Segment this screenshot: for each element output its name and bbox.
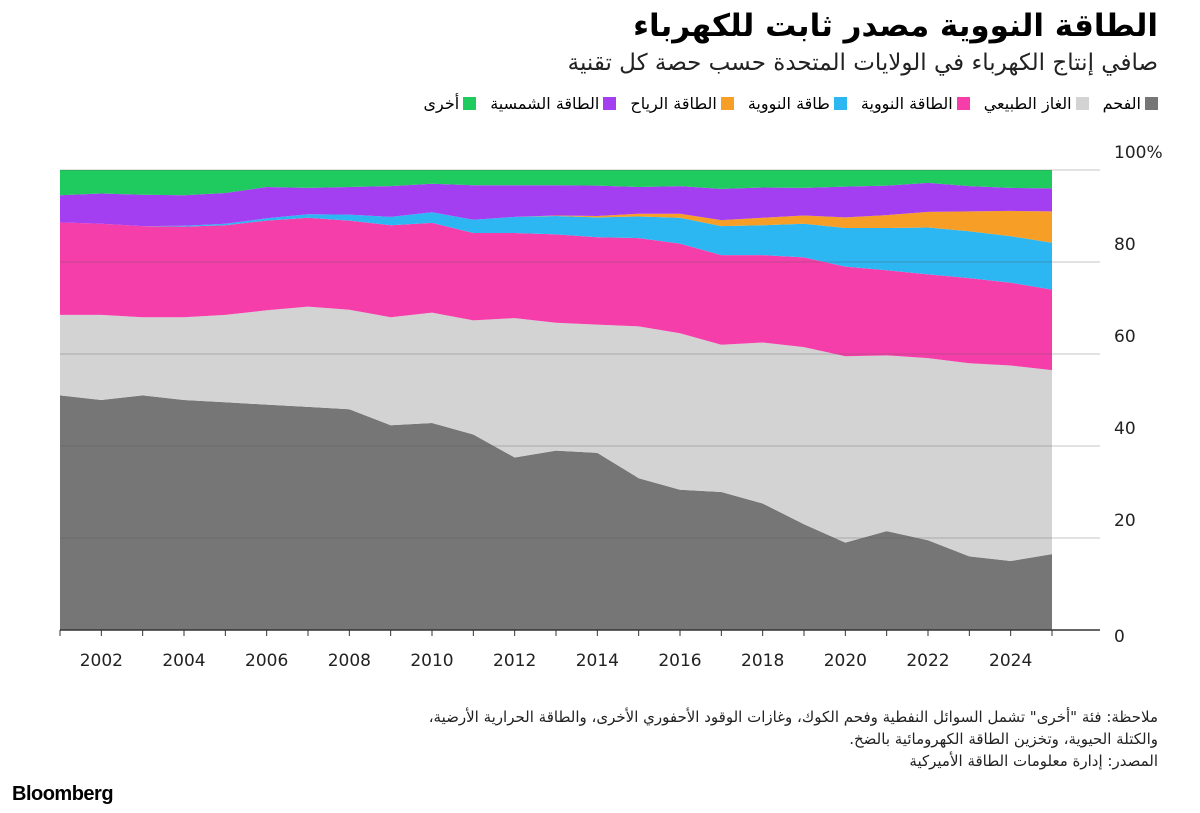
chart-areas bbox=[60, 170, 1052, 630]
legend-swatch-nuclear bbox=[956, 97, 970, 110]
stacked-area-chart: 100% 80 60 40 20 0 2002 2004 2006 2008 2010 2012 201… bbox=[59, 143, 1163, 671]
x-tick-label: 2024 bbox=[989, 651, 1032, 671]
note-line-1: ملاحظة: فئة "أخرى" تشمل السوائل النفطية … bbox=[428, 708, 1158, 726]
legend-swatch-other bbox=[463, 97, 477, 110]
note-line-2: والكتلة الحيوية، وتخزين الطاقة الكهرومائ… bbox=[849, 730, 1158, 748]
legend-item-wind: الطاقة الرياح bbox=[630, 94, 734, 113]
legend-item-hydro: طاقة النووية bbox=[748, 94, 847, 113]
legend-label-other: أخرى bbox=[423, 94, 460, 113]
legend-label-hydro: طاقة النووية bbox=[747, 94, 830, 113]
legend-swatch-coal bbox=[1145, 97, 1158, 110]
legend-item-coal: الفحم bbox=[1103, 94, 1158, 113]
legend-swatch-hydro bbox=[833, 97, 847, 110]
area-nuclear bbox=[60, 217, 1052, 371]
chart-legend: الفحم الغاز الطبيعي الطاقة النووية طاقة … bbox=[424, 94, 1158, 113]
y-tick-label: 20 bbox=[1114, 511, 1136, 531]
x-tick-label: 2008 bbox=[328, 651, 371, 671]
legend-label-wind: الطاقة الرياح bbox=[630, 94, 717, 113]
bloomberg-logo: Bloomberg bbox=[12, 783, 114, 805]
chart-axes: 100% 80 60 40 20 0 2002 2004 2006 2008 2010 2012 201… bbox=[59, 143, 1163, 671]
legend-label-coal: الفحم bbox=[1102, 94, 1141, 113]
x-tick-label: 2006 bbox=[245, 651, 288, 671]
area-gas bbox=[60, 306, 1052, 561]
y-tick-label: 0 bbox=[1114, 627, 1125, 647]
x-tick-label: 2016 bbox=[658, 651, 701, 671]
legend-swatch-gas bbox=[1075, 97, 1089, 110]
x-tick-label: 2004 bbox=[162, 651, 205, 671]
x-tick-label: 2018 bbox=[741, 651, 784, 671]
legend-label-solar: الطاقة الشمسية bbox=[490, 94, 600, 113]
legend-swatch-wind bbox=[720, 97, 734, 110]
x-tick-label: 2014 bbox=[576, 651, 619, 671]
y-tick-label: 60 bbox=[1114, 327, 1136, 347]
chart-subtitle: صافي إنتاج الكهرباء في الولايات المتحدة … bbox=[567, 50, 1158, 76]
area-coal bbox=[60, 395, 1052, 630]
chart-title: الطاقة النووية مصدر ثابت للكهرباء bbox=[633, 8, 1158, 44]
x-tick-label: 2022 bbox=[906, 651, 949, 671]
y-tick-label: 80 bbox=[1114, 235, 1136, 255]
x-tick-label: 2010 bbox=[410, 651, 453, 671]
source-line: المصدر: إدارة معلومات الطاقة الأميركية bbox=[909, 752, 1158, 770]
chart-footnote: ملاحظة: فئة "أخرى" تشمل السوائل النفطية … bbox=[258, 706, 1158, 772]
area-other bbox=[60, 170, 1052, 196]
x-tick-label: 2020 bbox=[824, 651, 867, 671]
x-tick-label: 2012 bbox=[493, 651, 536, 671]
legend-item-gas: الغاز الطبيعي bbox=[984, 94, 1089, 113]
area-hydro bbox=[60, 212, 1052, 290]
legend-item-solar: الطاقة الشمسية bbox=[490, 94, 617, 113]
legend-label-nuclear: الطاقة النووية bbox=[860, 94, 953, 113]
legend-item-nuclear: الطاقة النووية bbox=[861, 94, 970, 113]
legend-item-other: أخرى bbox=[424, 94, 477, 113]
x-tick-label: 2002 bbox=[80, 651, 123, 671]
y-tick-label: 40 bbox=[1114, 419, 1136, 439]
area-wind bbox=[60, 210, 1052, 243]
legend-swatch-solar bbox=[603, 97, 617, 110]
legend-label-gas: الغاز الطبيعي bbox=[983, 94, 1072, 113]
y-tick-label: 100% bbox=[1114, 143, 1163, 163]
area-solar bbox=[60, 182, 1052, 227]
